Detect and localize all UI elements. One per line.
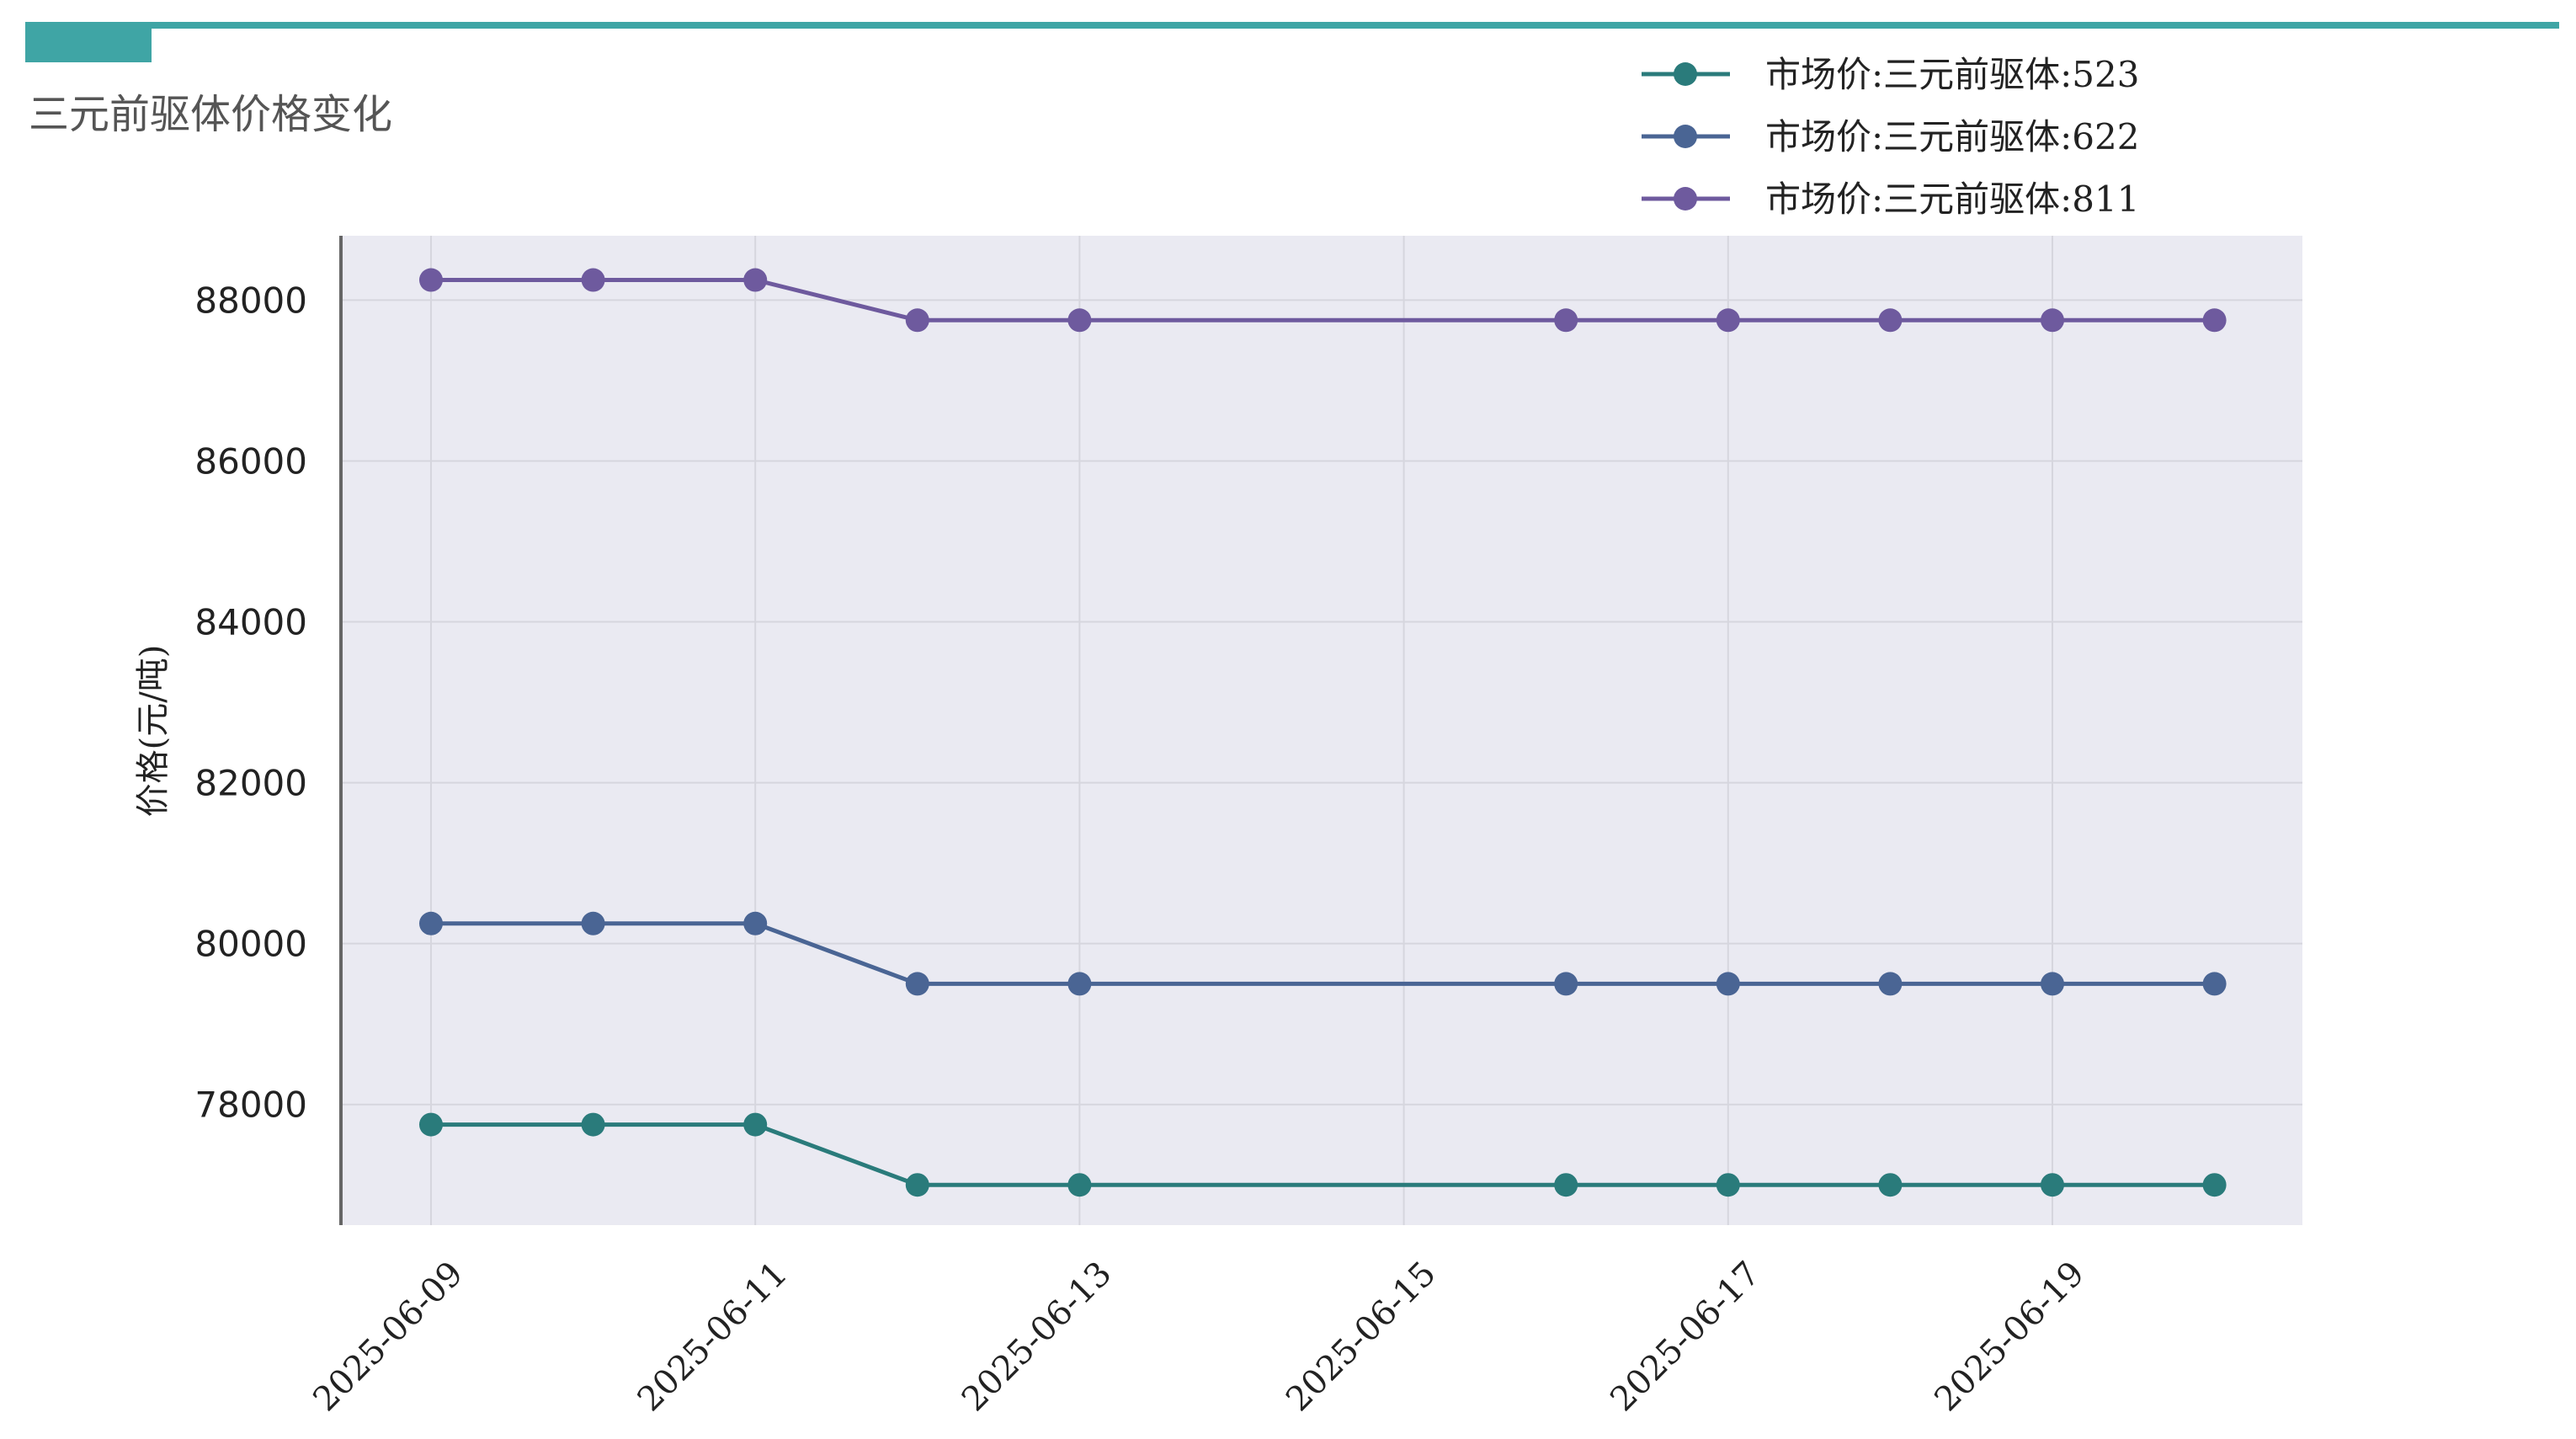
y-tick-label: 86000	[194, 440, 307, 482]
data-point	[1878, 972, 1903, 996]
data-point	[1716, 308, 1740, 333]
legend-label: 市场价:三元前驱体:622	[1765, 116, 2139, 157]
data-point	[1716, 972, 1740, 996]
legend-label: 市场价:三元前驱体:811	[1765, 179, 2139, 220]
series-3	[419, 268, 2227, 333]
data-point	[2202, 308, 2227, 333]
y-tick-label: 84000	[194, 602, 307, 643]
data-point	[743, 1112, 768, 1137]
series-1	[419, 1112, 2227, 1197]
y-tick-label: 80000	[194, 924, 307, 965]
data-point	[1878, 1173, 1903, 1197]
header-accent-line	[152, 22, 2559, 29]
legend-label: 市场价:三元前驱体:523	[1765, 54, 2139, 95]
data-point	[2041, 972, 2064, 996]
data-point	[743, 268, 768, 292]
series-line	[431, 1122, 2215, 1187]
data-point	[581, 268, 605, 292]
data-point	[2202, 972, 2227, 996]
legend-item: 市场价:三元前驱体:811	[1642, 179, 2139, 220]
legend: 市场价:三元前驱体:523 市场价:三元前驱体:622 市场价:三元前驱体:811	[1642, 54, 2139, 220]
legend-marker	[1674, 125, 1697, 148]
data-point	[1554, 1173, 1578, 1197]
data-point	[2041, 1173, 2064, 1197]
x-tick-label: 2025-06-11	[631, 1255, 796, 1420]
data-point	[1554, 972, 1578, 996]
x-tick-label: 2025-06-19	[1927, 1255, 2092, 1420]
grid-lines	[341, 236, 2302, 1225]
series-line	[431, 921, 2215, 986]
legend-item: 市场价:三元前驱体:523	[1642, 54, 2139, 95]
data-point	[2041, 308, 2064, 333]
data-point	[1878, 308, 1903, 333]
data-point	[743, 911, 768, 935]
data-point	[1067, 972, 1092, 996]
data-point	[905, 308, 929, 333]
x-tick-label: 2025-06-09	[306, 1255, 471, 1420]
x-axis-ticks: 2025-06-09 2025-06-11 2025-06-13 2025-06-15…	[306, 1255, 2092, 1420]
y-axis-label: 价格(元/吨)	[134, 645, 173, 818]
data-point	[419, 268, 443, 292]
legend-marker	[1674, 62, 1697, 86]
header-accent-block	[25, 22, 152, 62]
series-2	[419, 911, 2227, 996]
y-tick-label: 82000	[194, 763, 307, 804]
series-line	[431, 278, 2215, 322]
legend-marker	[1674, 187, 1697, 211]
data-point	[1554, 308, 1578, 333]
data-point	[419, 1112, 443, 1137]
series-group	[419, 268, 2227, 1197]
data-point	[419, 911, 443, 935]
data-point	[1067, 308, 1092, 333]
x-tick-label: 2025-06-15	[1279, 1255, 1444, 1420]
data-point	[581, 1112, 605, 1137]
data-point	[581, 911, 605, 935]
data-point	[1067, 1173, 1092, 1197]
plot-area	[341, 236, 2302, 1225]
y-tick-label: 88000	[194, 280, 307, 321]
data-point	[1716, 1173, 1740, 1197]
x-tick-label: 2025-06-13	[955, 1255, 1120, 1420]
data-point	[2202, 1173, 2227, 1197]
page-title: 三元前驱体价格变化	[29, 91, 392, 138]
data-point	[905, 1173, 929, 1197]
legend-item: 市场价:三元前驱体:622	[1642, 116, 2139, 157]
x-tick-label: 2025-06-17	[1603, 1255, 1768, 1420]
data-point	[905, 972, 929, 996]
y-axis-ticks: 78000 80000 82000 84000 86000 88000	[194, 280, 307, 1125]
y-tick-label: 78000	[194, 1085, 307, 1126]
